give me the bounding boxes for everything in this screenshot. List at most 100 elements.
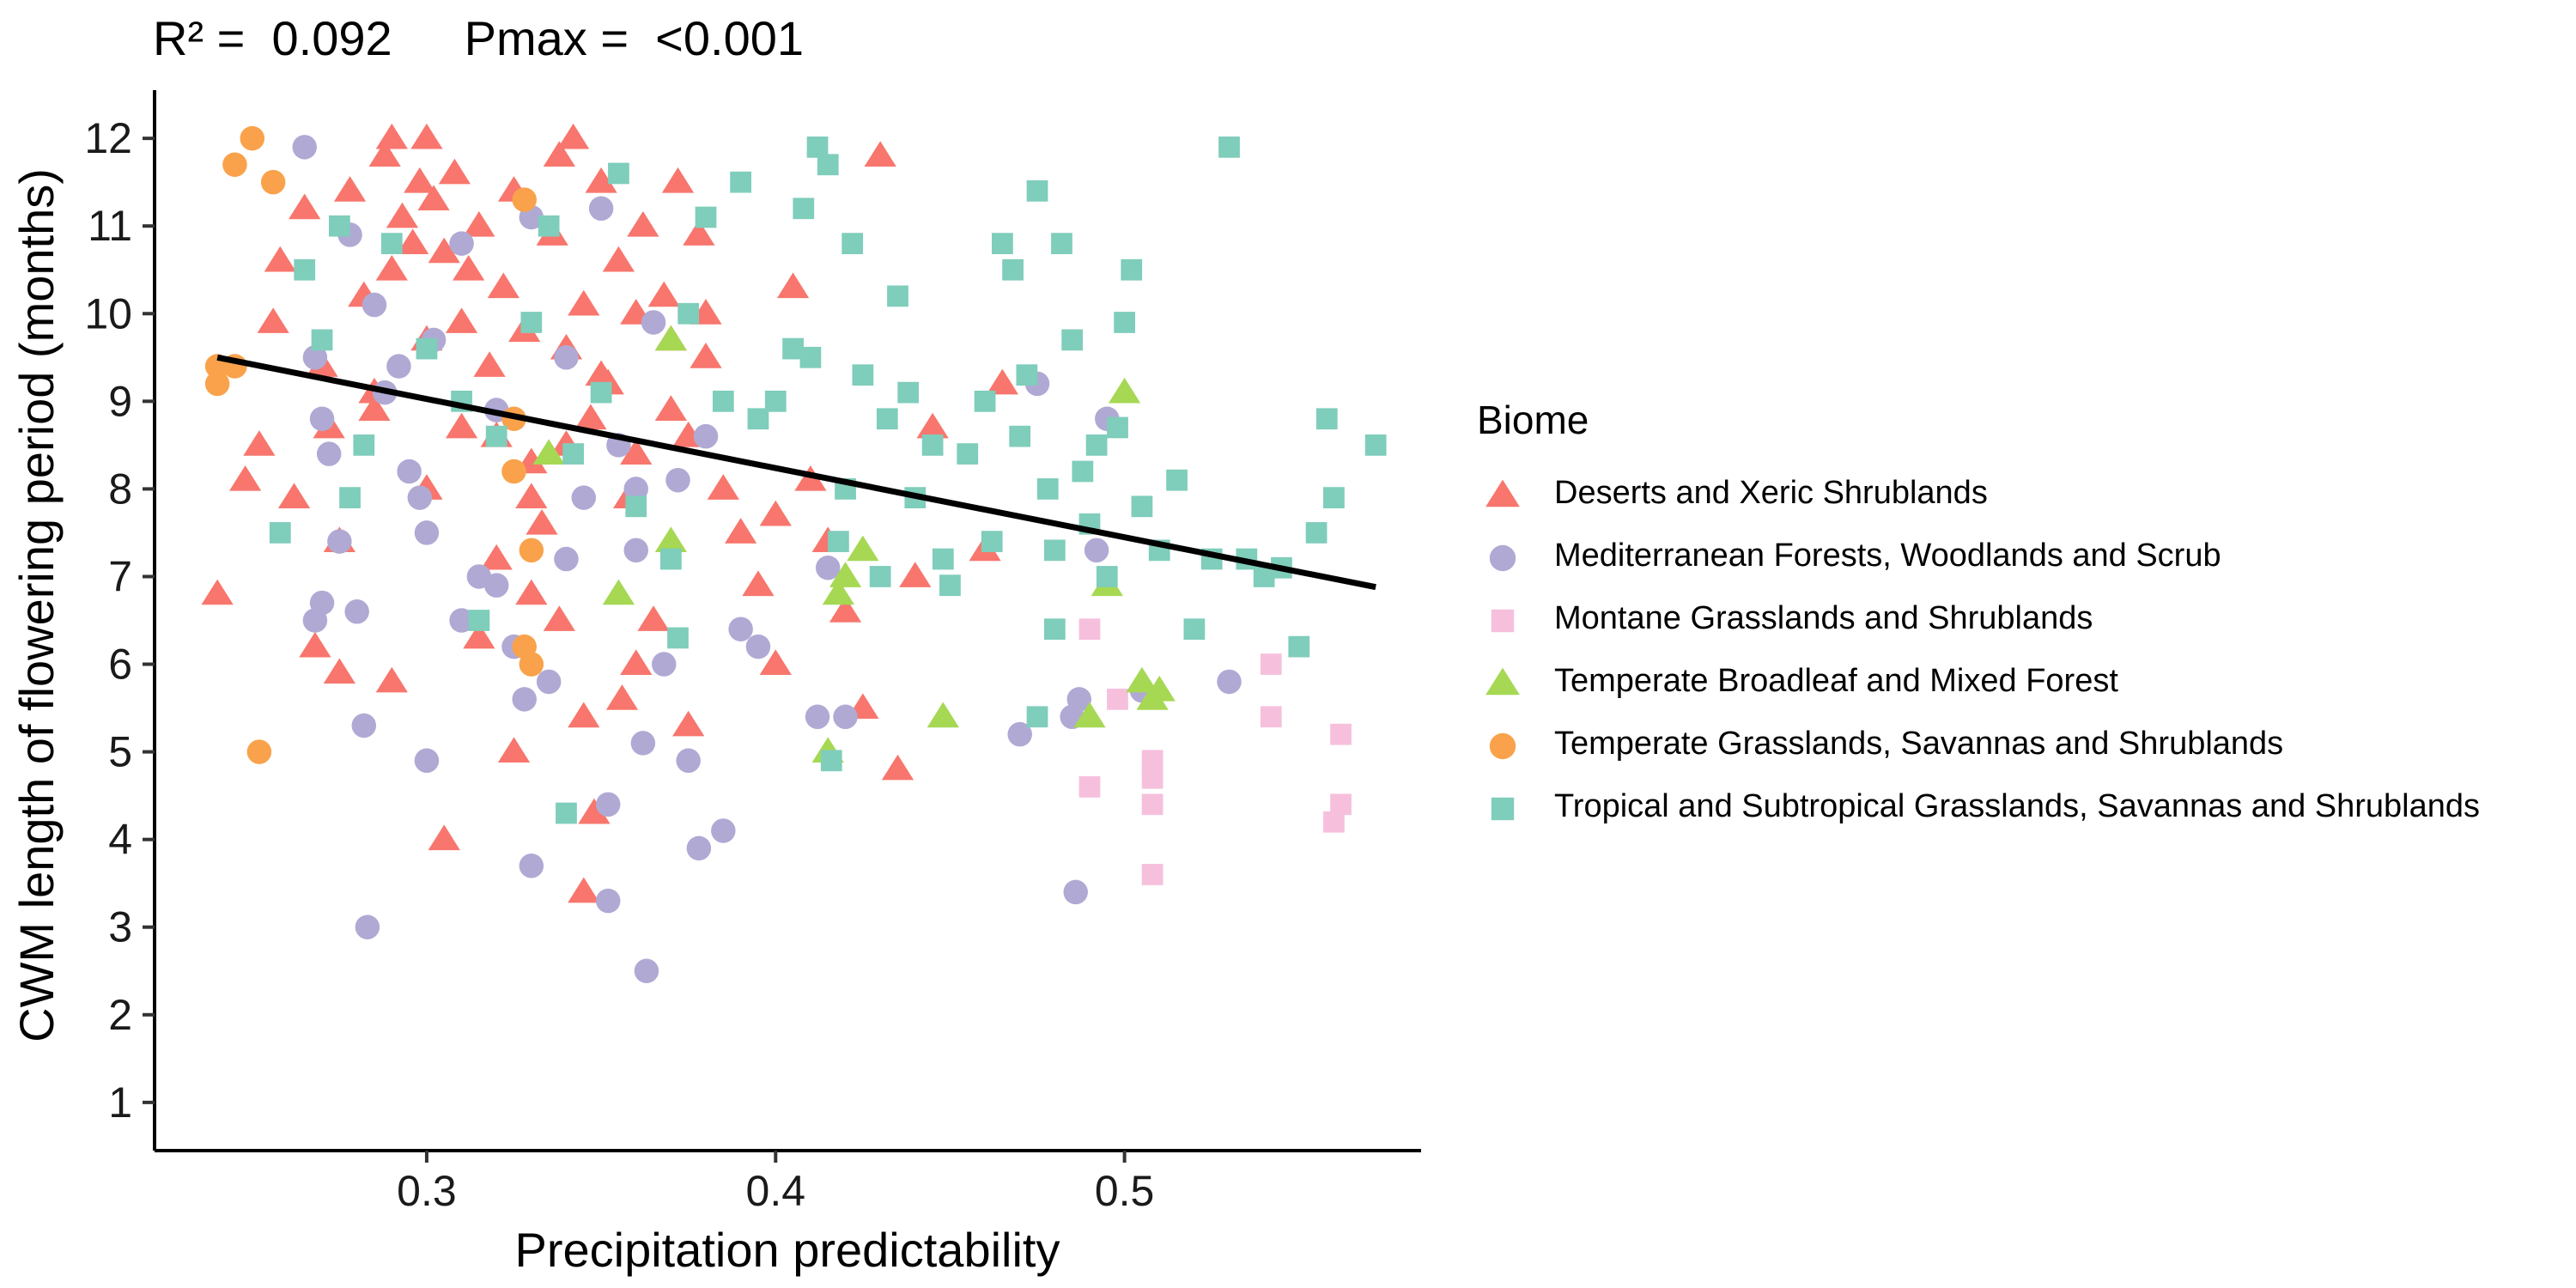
tropical-and-subtropical-grasslands-savannas-and-shrublands-point [799,346,822,368]
legend-key [1477,656,1528,708]
tropical-and-subtropical-grasslands-savannas-and-shrublands-point [992,233,1013,254]
x-tick-label: 0.5 [1095,1167,1155,1215]
y-tick-label: 5 [108,728,132,776]
legend-title: Biome [1477,398,1589,442]
tropical-and-subtropical-grasslands-savannas-and-shrublands-point [538,215,560,237]
mediterranean-forests-woodlands-and-scrub-point [595,792,621,817]
deserts-and-xeric-shrublands-point [776,272,810,299]
circle-icon [1489,732,1516,759]
deserts-and-xeric-shrublands-point [445,412,478,439]
tropical-and-subtropical-grasslands-savannas-and-shrublands-point [695,206,717,228]
deserts-and-xeric-shrublands-point [578,798,611,824]
deserts-and-xeric-shrublands-point [375,666,408,693]
tropical-and-subtropical-grasslands-savannas-and-shrublands-point [730,171,752,193]
deserts-and-xeric-shrublands-point [690,343,722,368]
y-tick-label: 11 [88,202,132,250]
tropical-and-subtropical-grasslands-savannas-and-shrublands-point [677,302,700,325]
tropical-and-subtropical-grasslands-savannas-and-shrublands-point [712,390,734,412]
legend-marker [1485,479,1520,507]
tropical-and-subtropical-grasslands-savannas-and-shrublands-point [269,522,291,544]
deserts-and-xeric-shrublands-point [386,202,419,228]
tropical-and-subtropical-grasslands-savannas-and-shrublands-point [921,434,944,456]
legend-marker [1485,667,1520,695]
deserts-and-xeric-shrublands-point [568,289,600,316]
mediterranean-forests-woodlands-and-scrub-point [1084,538,1109,563]
legend-marker [1491,609,1515,632]
tropical-and-subtropical-grasslands-savannas-and-shrublands-point [590,381,612,404]
mediterranean-forests-woodlands-and-scrub-point [686,835,712,861]
legend-item: Temperate Grasslands, Savannas and Shrub… [1477,713,2480,775]
deserts-and-xeric-shrublands-point [463,623,495,649]
mediterranean-forests-woodlands-and-scrub-point [414,520,440,545]
tropical-and-subtropical-grasslands-savannas-and-shrublands-point [820,750,842,772]
r2-value: 0.092 [271,11,392,65]
deserts-and-xeric-shrublands-point [417,185,450,211]
legend-label: Montane Grasslands and Shrublands [1554,600,2093,636]
deserts-and-xeric-shrublands-point [410,123,443,149]
legend-item: Mediterranean Forests, Woodlands and Scr… [1477,525,2480,587]
legend: Biome Deserts and Xeric Shrublands Medite… [1477,397,2480,838]
y-tick-label: 12 [84,114,132,162]
deserts-and-xeric-shrublands-point [243,430,276,456]
deserts-and-xeric-shrublands-point [375,254,408,281]
tropical-and-subtropical-grasslands-savannas-and-shrublands-point [793,197,815,220]
deserts-and-xeric-shrublands-point [515,483,548,509]
tropical-and-subtropical-grasslands-savannas-and-shrublands-point [485,425,507,447]
tropical-and-subtropical-grasslands-savannas-and-shrublands-point [1096,566,1118,587]
deserts-and-xeric-shrublands-point [497,737,531,763]
deserts-and-xeric-shrublands-point [620,439,653,465]
deserts-and-xeric-shrublands-point [201,579,234,605]
y-tick-label: 6 [108,641,132,689]
deserts-and-xeric-shrublands-point [264,246,296,272]
y-axis-title: CWM length of flowering period (months) [9,168,64,1042]
y-tick-label: 3 [108,903,132,951]
mediterranean-forests-woodlands-and-scrub-point [512,687,537,712]
mediterranean-forests-woodlands-and-scrub-point [309,406,335,431]
temperate-broadleaf-and-mixed-forest-point [602,579,635,605]
deserts-and-xeric-shrublands-point [543,141,575,167]
legend-key [1477,719,1528,770]
tropical-and-subtropical-grasslands-savannas-and-shrublands-point [852,364,874,386]
tropical-and-subtropical-grasslands-savannas-and-shrublands-point [353,434,375,456]
square-icon [1491,609,1515,632]
mediterranean-forests-woodlands-and-scrub-point [652,652,677,677]
deserts-and-xeric-shrublands-point [620,649,653,675]
x-tick-label: 0.4 [746,1167,806,1215]
legend-label: Temperate Broadleaf and Mixed Forest [1554,663,2118,699]
legend-item: Montane Grasslands and Shrublands [1477,587,2480,650]
legend-marker [1489,732,1516,759]
deserts-and-xeric-shrublands-point [899,562,932,587]
temperate-broadleaf-and-mixed-forest-point [654,325,688,351]
temperate-broadleaf-and-mixed-forest-point [829,562,862,587]
mediterranean-forests-woodlands-and-scrub-point [665,467,690,493]
tropical-and-subtropical-grasslands-savannas-and-shrublands-point [932,548,954,570]
tropical-and-subtropical-grasslands-savannas-and-shrublands-point [380,233,403,254]
deserts-and-xeric-shrublands-point [463,210,495,237]
temperate-broadleaf-and-mixed-forest-point [927,702,959,728]
tropical-and-subtropical-grasslands-savannas-and-shrublands-point [556,802,577,824]
temperate-grasslands-savannas-and-shrublands-point [519,538,544,563]
tropical-and-subtropical-grasslands-savannas-and-shrublands-point [1036,478,1059,500]
deserts-and-xeric-shrublands-point [568,877,600,903]
tropical-and-subtropical-grasslands-savannas-and-shrublands-point [1323,487,1345,508]
mediterranean-forests-woodlands-and-scrub-point [745,634,771,659]
montane-grasslands-and-shrublands-point [1107,688,1128,710]
y-tick-label: 1 [108,1078,132,1127]
temperate-grasslands-savannas-and-shrublands-point [222,152,247,178]
temperate-grasslands-savannas-and-shrublands-point [512,634,537,659]
mediterranean-forests-woodlands-and-scrub-point [554,546,579,572]
triangle-icon [1485,667,1520,695]
tropical-and-subtropical-grasslands-savannas-and-shrublands-point [1218,136,1240,158]
temperate-broadleaf-and-mixed-forest-point [822,579,855,605]
legend-label: Tropical and Subtropical Grasslands, Sav… [1554,788,2481,824]
mediterranean-forests-woodlands-and-scrub-point [554,345,579,370]
tropical-and-subtropical-grasslands-savannas-and-shrublands-point [876,408,898,430]
deserts-and-xeric-shrublands-point [585,167,617,193]
mediterranean-forests-woodlands-and-scrub-point [483,573,509,598]
tropical-and-subtropical-grasslands-savannas-and-shrublands-point [468,610,490,631]
deserts-and-xeric-shrublands-point [759,500,792,526]
tropical-and-subtropical-grasslands-savannas-and-shrublands-point [1085,434,1108,456]
deserts-and-xeric-shrublands-point [759,649,792,675]
montane-grasslands-and-shrublands-point [1141,864,1163,885]
deserts-and-xeric-shrublands-point [543,605,575,631]
